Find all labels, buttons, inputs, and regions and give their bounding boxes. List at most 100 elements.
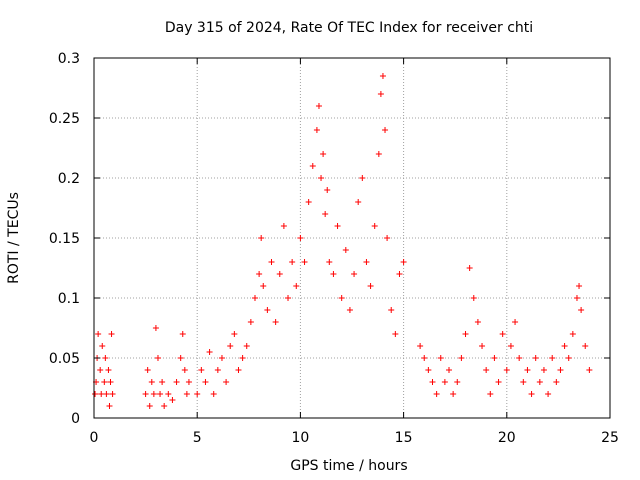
x-tick-label: 15 [395, 430, 413, 446]
data-point [98, 391, 105, 397]
data-point [289, 259, 296, 265]
data-point [179, 331, 186, 337]
data-point [152, 325, 159, 331]
data-point [561, 343, 568, 349]
data-point [384, 235, 391, 241]
data-point [103, 391, 110, 397]
data-point [503, 367, 510, 373]
data-point [251, 295, 258, 301]
data-point [396, 271, 403, 277]
data-point [144, 367, 151, 373]
data-point [441, 379, 448, 385]
data-point [458, 355, 465, 361]
data-point [495, 379, 502, 385]
data-point [450, 391, 457, 397]
data-point [146, 403, 153, 409]
data-point [169, 397, 176, 403]
data-point [330, 271, 337, 277]
x-axis-label: GPS time / hours [290, 458, 407, 474]
data-point [322, 211, 329, 217]
data-point [247, 319, 254, 325]
data-point [206, 349, 213, 355]
data-point [173, 379, 180, 385]
data-point [576, 283, 583, 289]
data-point [532, 355, 539, 361]
data-point [351, 271, 358, 277]
data-point [520, 379, 527, 385]
data-point [429, 379, 436, 385]
data-point [363, 259, 370, 265]
data-point [148, 379, 155, 385]
data-point [239, 355, 246, 361]
data-point [367, 283, 374, 289]
data-point [549, 355, 556, 361]
data-point [99, 343, 106, 349]
data-point [272, 319, 279, 325]
y-tick-label: 0.2 [58, 171, 80, 187]
data-point [491, 355, 498, 361]
data-points [92, 73, 593, 409]
data-point [326, 259, 333, 265]
data-point [101, 379, 108, 385]
data-point [400, 259, 407, 265]
data-point [421, 355, 428, 361]
data-point [582, 343, 589, 349]
data-point [512, 319, 519, 325]
data-point [536, 379, 543, 385]
data-point [97, 367, 104, 373]
data-point [260, 283, 267, 289]
data-point [586, 367, 593, 373]
data-point [569, 331, 576, 337]
data-point [157, 391, 164, 397]
data-point [214, 367, 221, 373]
data-point [177, 355, 184, 361]
data-point [318, 175, 325, 181]
data-point [276, 271, 283, 277]
chart-title: Day 315 of 2024, Rate Of TEC Index for r… [165, 20, 533, 36]
data-point [499, 331, 506, 337]
data-point [315, 103, 322, 109]
y-axis-label: ROTI / TECUs [6, 192, 22, 284]
data-point [285, 295, 292, 301]
data-point [150, 391, 157, 397]
data-point [466, 265, 473, 271]
data-point [107, 379, 114, 385]
data-point [334, 223, 341, 229]
data-point [301, 259, 308, 265]
x-tick-label: 5 [193, 430, 202, 446]
x-tick-label: 0 [90, 430, 99, 446]
data-point [268, 259, 275, 265]
data-point [379, 73, 386, 79]
data-point [231, 331, 238, 337]
data-point [417, 343, 424, 349]
data-point [454, 379, 461, 385]
y-tick-label: 0.1 [58, 291, 80, 307]
data-point [218, 355, 225, 361]
data-point [392, 331, 399, 337]
data-point [95, 331, 102, 337]
data-point [235, 367, 242, 373]
grid [94, 58, 610, 418]
data-point [159, 379, 166, 385]
y-tick-label: 0.3 [58, 51, 80, 67]
data-point [198, 367, 205, 373]
data-point [102, 355, 109, 361]
data-point [256, 271, 263, 277]
data-point [437, 355, 444, 361]
data-point [320, 151, 327, 157]
data-point [297, 235, 304, 241]
data-point [161, 403, 168, 409]
data-point [540, 367, 547, 373]
data-point [346, 307, 353, 313]
data-point [359, 175, 366, 181]
data-point [258, 235, 265, 241]
data-point [105, 367, 112, 373]
data-point [377, 91, 384, 97]
data-point [578, 307, 585, 313]
data-point [165, 391, 172, 397]
x-tick-label: 25 [601, 430, 619, 446]
y-tick-label: 0.15 [49, 231, 80, 247]
data-point [371, 223, 378, 229]
data-point [470, 295, 477, 301]
data-point [227, 343, 234, 349]
